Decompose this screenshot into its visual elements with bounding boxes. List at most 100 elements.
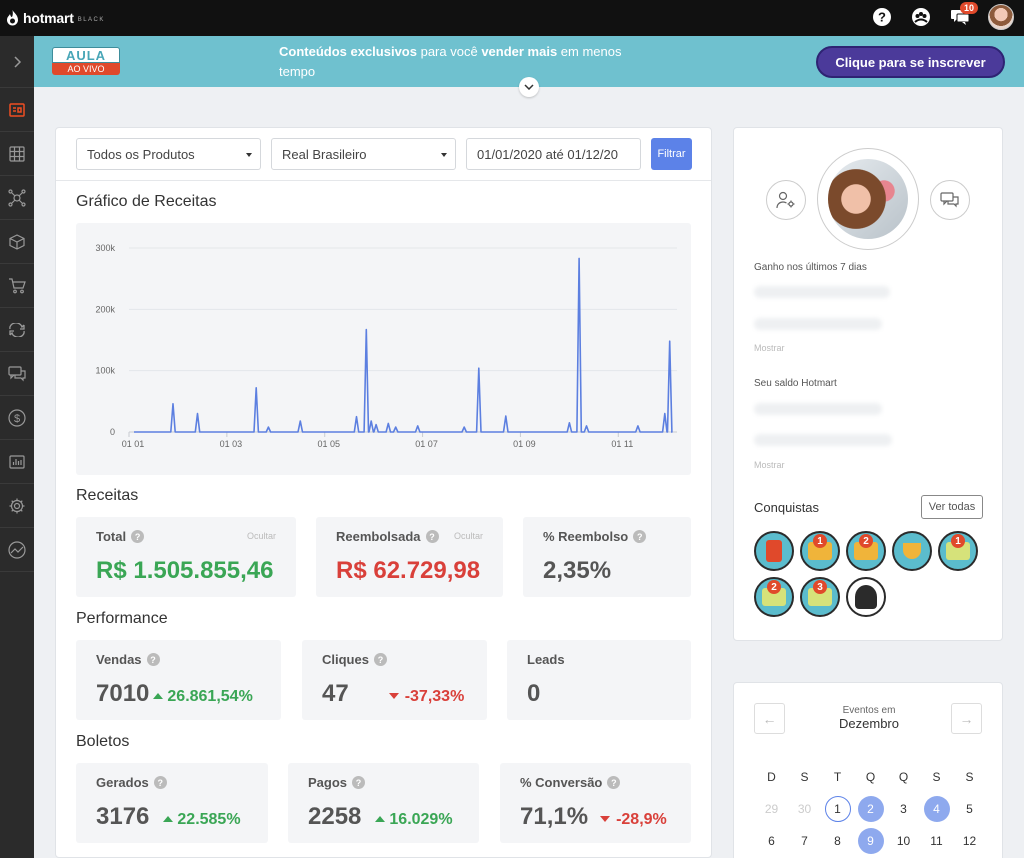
sidebar-item-apps[interactable] <box>0 132 34 176</box>
help-icon[interactable]: ? <box>153 776 167 789</box>
hide-toggle[interactable]: Ocultar <box>453 531 483 541</box>
sidebar-item-messages[interactable] <box>0 352 34 396</box>
messages-icon[interactable]: 10 <box>950 2 978 27</box>
network-icon <box>8 188 26 207</box>
sidebar-item-products[interactable] <box>0 220 34 264</box>
stat-delta-text: 26.861,54% <box>167 688 253 705</box>
achievement-certificate-icon[interactable] <box>754 531 794 571</box>
help-icon[interactable]: ? <box>872 7 892 27</box>
calendar-day[interactable]: 12 <box>962 834 977 848</box>
weekday-label: Q <box>865 770 876 784</box>
help-icon[interactable]: ? <box>146 653 160 666</box>
achievement-ninja-icon[interactable] <box>846 577 886 617</box>
stat-refund-pct: % Reembolso? 2,35% <box>523 517 691 597</box>
hotmart-logo[interactable]: hotmart BLACK <box>6 9 105 27</box>
calendar-day[interactable]: 5 <box>966 802 973 816</box>
calendar-day[interactable]: 11 <box>930 834 943 848</box>
svg-text:?: ? <box>878 10 886 25</box>
stat-value-number: 2258 <box>308 803 362 830</box>
calendar-day-today[interactable]: 1 <box>824 796 851 822</box>
help-icon[interactable]: ? <box>352 776 366 789</box>
trend-icon <box>8 540 26 559</box>
profile-photo <box>828 159 908 239</box>
stat-label-text: Vendas <box>96 652 142 667</box>
calendar-day[interactable]: 10 <box>896 834 911 848</box>
achievement-cart-2-icon[interactable]: 2 <box>846 531 886 571</box>
help-icon[interactable]: ? <box>425 530 439 543</box>
community-icon[interactable] <box>911 7 931 27</box>
arrow-right-icon: → <box>959 710 974 727</box>
gear-icon <box>9 498 25 513</box>
arrow-up-icon <box>375 815 386 822</box>
calendar-prev-button[interactable]: ← <box>754 703 785 734</box>
achievement-cart-1-icon[interactable]: 1 <box>800 531 840 571</box>
achievement-trophy-icon[interactable] <box>892 531 932 571</box>
sidebar-item-affiliates[interactable] <box>0 176 34 220</box>
product-select[interactable]: Todos os Produtos <box>76 138 261 170</box>
stat-sales: Vendas? 7010 26.861,54% <box>76 640 281 720</box>
calendar-day[interactable]: 7 <box>801 834 808 848</box>
arrow-down-icon <box>600 815 611 822</box>
stat-value: 71,1% -28,9% <box>520 803 667 831</box>
caret-down-icon <box>441 153 447 157</box>
calendar-day[interactable]: 3 <box>900 802 907 816</box>
profile-avatar[interactable] <box>817 148 919 250</box>
see-all-button[interactable]: Ver todas <box>921 495 983 519</box>
earned-label: Ganho nos últimos 7 dias <box>754 262 867 273</box>
achievement-money-2-icon[interactable]: 2 <box>754 577 794 617</box>
user-avatar[interactable] <box>988 4 1014 30</box>
calendar-day[interactable]: 6 <box>768 834 775 848</box>
user-settings-icon <box>776 191 795 209</box>
achievements-title: Conquistas <box>754 500 820 515</box>
sidebar-expand[interactable] <box>0 36 34 88</box>
flame-icon <box>7 9 18 25</box>
achievement-money-3-icon[interactable]: 3 <box>800 577 840 617</box>
hide-toggle[interactable]: Ocultar <box>246 531 276 541</box>
profile-messages-button[interactable] <box>930 180 970 220</box>
stat-label: Pagos? <box>308 775 366 790</box>
date-range-input[interactable]: 01/01/2020 até 01/12/20 <box>466 138 641 170</box>
achievement-money-1-icon[interactable]: 1 <box>938 531 978 571</box>
calendar-next-button[interactable]: → <box>951 703 982 734</box>
stat-label: Reembolsada? <box>336 529 439 544</box>
stat-label-text: Gerados <box>96 775 149 790</box>
sidebar-item-sales[interactable] <box>0 264 34 308</box>
calendar-day-event[interactable]: 9 <box>857 828 884 854</box>
help-icon[interactable]: ? <box>607 776 621 789</box>
sidebar-item-finance[interactable]: $ <box>0 396 34 440</box>
stat-label-text: Reembolsada <box>336 529 421 544</box>
x-tick-label: 01 01 <box>122 439 145 449</box>
filter-button[interactable]: Filtrar <box>651 138 692 170</box>
sidebar-item-subscriptions[interactable] <box>0 308 34 352</box>
notification-badge: 10 <box>959 2 978 14</box>
stat-label: % Reembolso? <box>543 529 647 544</box>
sidebar-item-reports[interactable] <box>0 440 34 484</box>
sidebar-item-analytics[interactable] <box>0 528 34 572</box>
ao-vivo-label: AO VIVO <box>52 63 120 75</box>
calendar-day[interactable]: 8 <box>834 834 841 848</box>
banner-toggle[interactable] <box>519 77 539 97</box>
profile-settings-button[interactable] <box>766 180 806 220</box>
help-icon[interactable]: ? <box>373 653 387 666</box>
calendar-day-event[interactable]: 2 <box>857 796 884 822</box>
performance-title: Performance <box>76 610 168 627</box>
stat-total: Total? Ocultar R$ 1.505.855,46 <box>76 517 296 597</box>
show-earned-button[interactable]: Mostrar <box>754 343 785 353</box>
y-tick-label: 0 <box>110 427 115 437</box>
calendar-day[interactable]: 30 <box>797 802 812 816</box>
calendar-day[interactable]: 29 <box>764 802 779 816</box>
currency-select[interactable]: Real Brasileiro <box>271 138 456 170</box>
help-icon[interactable]: ? <box>131 530 145 543</box>
calendar-day-event[interactable]: 4 <box>923 796 950 822</box>
sidebar-item-settings[interactable] <box>0 484 34 528</box>
stat-label: % Conversão? <box>520 775 621 790</box>
help-icon[interactable]: ? <box>633 530 647 543</box>
stat-conversion: % Conversão? 71,1% -28,9% <box>500 763 691 843</box>
stat-value-number: 71,1% <box>520 803 589 830</box>
aula-label: AULA <box>52 47 120 63</box>
dollar-icon: $ <box>8 408 26 427</box>
chevron-right-icon <box>14 55 22 68</box>
subscribe-button[interactable]: Clique para se inscrever <box>816 46 1005 78</box>
sidebar-item-dashboard[interactable] <box>0 88 34 132</box>
show-balance-button[interactable]: Mostrar <box>754 460 785 470</box>
